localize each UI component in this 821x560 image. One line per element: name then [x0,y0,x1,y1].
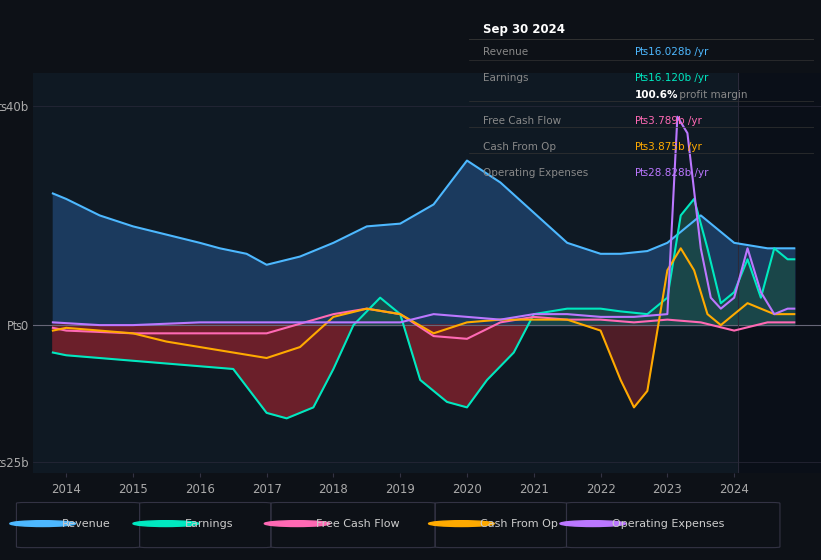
Text: Revenue: Revenue [62,519,110,529]
Text: Operating Expenses: Operating Expenses [483,168,588,178]
Text: Sep 30 2024: Sep 30 2024 [483,24,565,36]
Text: Earnings: Earnings [185,519,233,529]
Text: profit margin: profit margin [677,90,748,100]
Circle shape [10,521,76,526]
Text: ₧16.028b /yr: ₧16.028b /yr [635,47,708,57]
Text: Free Cash Flow: Free Cash Flow [316,519,400,529]
Circle shape [133,521,199,526]
Text: ₧3.875b /yr: ₧3.875b /yr [635,142,702,152]
Text: Free Cash Flow: Free Cash Flow [483,116,561,126]
Text: Revenue: Revenue [483,47,528,57]
Text: 100.6%: 100.6% [635,90,678,100]
Text: ₧16.120b /yr: ₧16.120b /yr [635,73,708,83]
Circle shape [264,521,330,526]
Text: ₧3.789b /yr: ₧3.789b /yr [635,116,702,126]
Text: Cash From Op: Cash From Op [480,519,558,529]
Bar [737,73,821,473]
Text: Earnings: Earnings [483,73,528,83]
Circle shape [429,521,494,526]
Text: Operating Expenses: Operating Expenses [612,519,724,529]
Text: Cash From Op: Cash From Op [483,142,556,152]
Text: ₧28.828b /yr: ₧28.828b /yr [635,168,709,178]
Circle shape [560,521,626,526]
